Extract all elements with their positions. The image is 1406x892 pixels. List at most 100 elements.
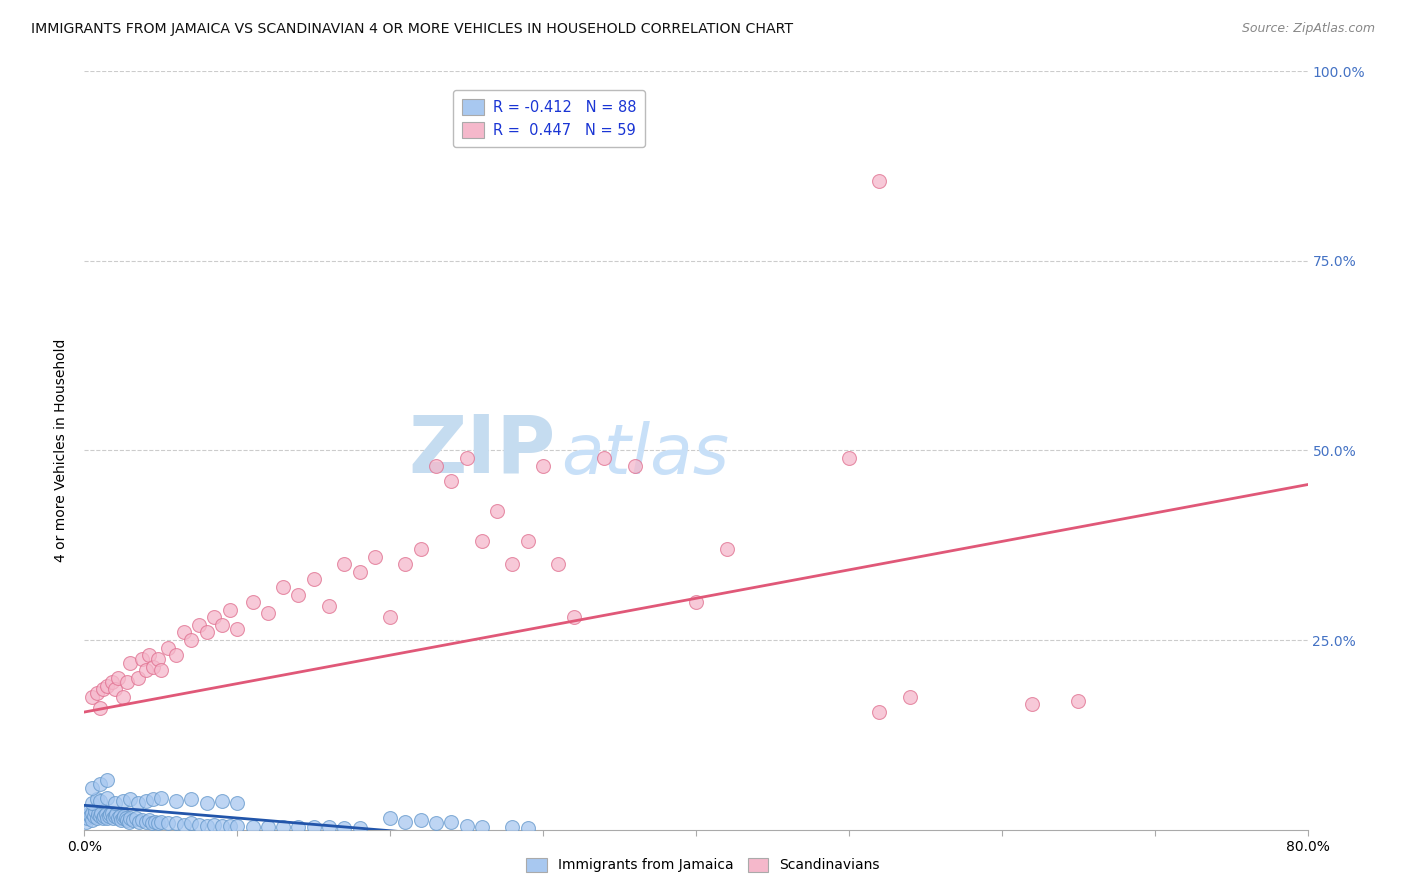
Point (380, 811, 402, 825)
Point (409, 542, 432, 557)
Point (91, 682, 114, 697)
Point (112, 809, 135, 823)
Point (125, 811, 148, 825)
Point (1021, 698, 1043, 712)
Point (349, 565, 371, 579)
Point (108, 809, 131, 823)
Point (173, 818, 195, 832)
Point (131, 652, 153, 666)
Point (111, 690, 134, 704)
Point (195, 796, 218, 810)
Point (149, 664, 172, 678)
Point (96, 678, 118, 692)
Text: IMMIGRANTS FROM JAMAICA VS SCANDINAVIAN 4 OR MORE VEHICLES IN HOUSEHOLD CORRELAT: IMMIGRANTS FROM JAMAICA VS SCANDINAVIAN … (31, 22, 793, 37)
Point (101, 805, 124, 820)
Point (79, 809, 101, 823)
Point (87, 807, 110, 822)
Point (409, 814, 432, 828)
Point (425, 458, 447, 473)
Point (75, 815, 97, 830)
Point (120, 656, 142, 670)
Point (89, 701, 111, 715)
Point (516, 534, 538, 549)
Point (80, 805, 103, 820)
Point (114, 811, 136, 825)
Point (242, 820, 264, 834)
Point (111, 811, 134, 825)
Point (165, 648, 187, 662)
Point (84, 804, 107, 818)
Point (349, 821, 371, 835)
Point (218, 603, 240, 617)
Point (364, 549, 387, 564)
Point (242, 595, 264, 609)
Point (135, 664, 157, 678)
Point (107, 671, 129, 685)
Point (869, 705, 891, 719)
Point (89, 794, 111, 808)
Point (143, 815, 166, 830)
Point (456, 819, 478, 833)
Point (80, 814, 103, 828)
Point (593, 451, 616, 466)
Point (471, 820, 494, 834)
Point (180, 792, 202, 806)
Text: atlas: atlas (561, 421, 730, 488)
Text: Source: ZipAtlas.com: Source: ZipAtlas.com (1241, 22, 1375, 36)
Point (142, 792, 165, 806)
Point (471, 534, 494, 549)
Point (128, 815, 150, 830)
Point (76, 811, 98, 825)
Point (120, 792, 142, 806)
Point (105, 807, 128, 822)
Legend: R = -0.412   N = 88, R =  0.447   N = 59: R = -0.412 N = 88, R = 0.447 N = 59 (453, 90, 645, 146)
Point (502, 820, 524, 834)
Point (838, 451, 860, 466)
Point (122, 814, 145, 828)
Point (127, 796, 149, 810)
Point (716, 542, 738, 557)
Point (96, 790, 118, 805)
Point (195, 625, 218, 640)
Point (104, 682, 127, 697)
Point (226, 819, 249, 833)
Point (138, 814, 160, 828)
Point (90, 805, 112, 820)
Point (131, 814, 153, 828)
Point (111, 794, 134, 808)
Point (93, 809, 115, 823)
Point (107, 811, 129, 825)
Point (318, 820, 340, 834)
Point (86, 811, 108, 825)
Point (138, 648, 160, 662)
Point (516, 821, 538, 835)
Point (135, 815, 157, 830)
Point (394, 815, 416, 830)
Point (333, 821, 356, 835)
Point (80, 780, 103, 795)
Point (440, 474, 463, 488)
Point (165, 816, 187, 830)
Point (188, 818, 211, 832)
Point (226, 622, 249, 636)
Point (96, 811, 118, 825)
Point (685, 595, 707, 609)
Point (115, 674, 138, 689)
Point (98, 807, 121, 822)
Point (211, 819, 233, 833)
Point (440, 815, 463, 830)
Point (86, 686, 108, 700)
Point (94, 807, 117, 822)
Point (380, 610, 402, 624)
Point (103, 811, 125, 825)
Point (271, 580, 294, 594)
Point (226, 796, 249, 810)
Text: ZIP: ZIP (408, 411, 555, 490)
Point (86, 792, 108, 806)
Point (898, 690, 921, 704)
Point (547, 557, 569, 572)
Point (456, 451, 478, 466)
Point (142, 659, 165, 673)
Point (562, 610, 585, 624)
Point (101, 674, 124, 689)
